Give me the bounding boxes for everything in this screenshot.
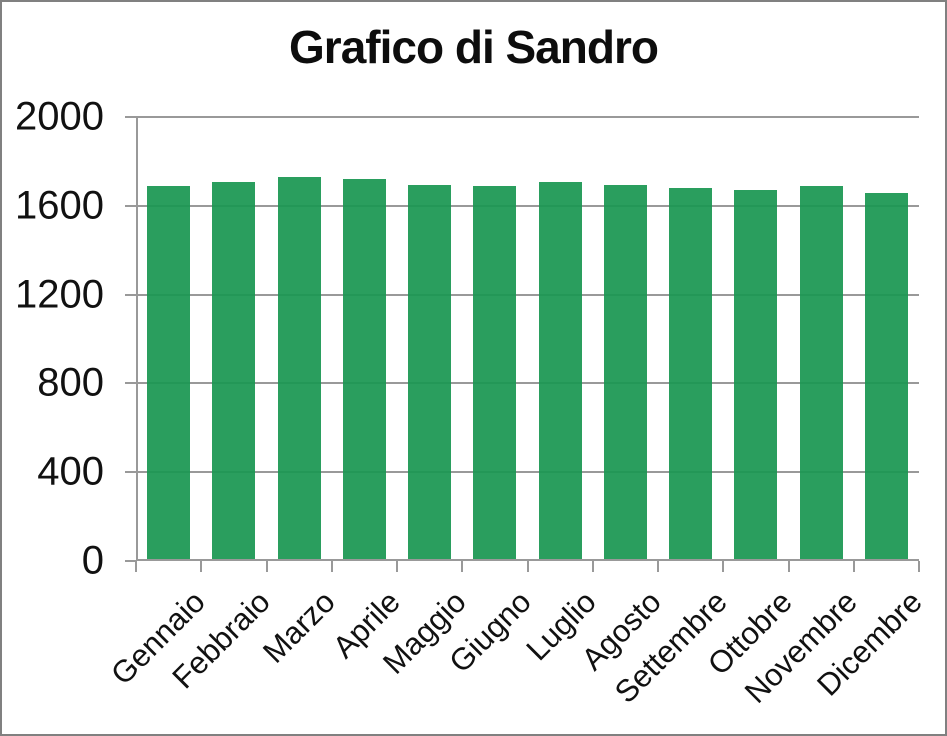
y-axis-label-800: 800 xyxy=(37,360,104,405)
bar-luglio xyxy=(538,181,582,561)
gridline-400 xyxy=(136,471,919,474)
bar-aprile xyxy=(342,178,386,561)
x-tick-6 xyxy=(526,561,529,572)
y-axis-label-1600: 1600 xyxy=(15,183,104,228)
plot-area xyxy=(125,116,920,572)
y-tick-1200 xyxy=(125,293,136,296)
x-tick-4 xyxy=(396,561,398,572)
x-tick-11 xyxy=(852,561,855,572)
x-tick-8 xyxy=(657,561,659,572)
x-tick-2 xyxy=(265,561,268,572)
gridline-800 xyxy=(136,382,919,385)
bar-giugno xyxy=(473,186,517,561)
x-tick-1 xyxy=(200,561,203,572)
y-axis-line xyxy=(136,117,138,561)
gridline-1200 xyxy=(136,293,919,296)
bar-dicembre xyxy=(864,192,908,561)
x-tick-3 xyxy=(330,561,333,572)
x-tick-9 xyxy=(722,561,725,572)
bar-agosto xyxy=(603,184,647,561)
x-tick-12 xyxy=(918,561,920,572)
x-tick-0 xyxy=(135,561,137,572)
gridline-1600 xyxy=(136,204,919,207)
x-tick-5 xyxy=(461,561,464,572)
bar-novembre xyxy=(799,185,843,561)
y-axis-label-400: 400 xyxy=(37,449,104,494)
y-tick-800 xyxy=(125,382,136,385)
y-axis-label-1200: 1200 xyxy=(15,272,104,317)
x-axis-line xyxy=(136,559,919,561)
bar-ottobre xyxy=(734,189,778,561)
x-tick-10 xyxy=(787,561,790,572)
bar-settembre xyxy=(669,188,713,561)
y-tick-1600 xyxy=(125,204,136,207)
bar-febbraio xyxy=(212,181,256,561)
bar-gennaio xyxy=(147,185,191,561)
bar-maggio xyxy=(408,184,452,561)
y-tick-2000 xyxy=(125,116,136,118)
y-axis-labels: 0 400 800 1200 1600 2000 xyxy=(2,95,104,583)
y-tick-0 xyxy=(125,560,136,562)
chart-title: Grafico di Sandro xyxy=(289,21,659,73)
gridline-2000 xyxy=(136,116,919,118)
y-tick-400 xyxy=(125,471,136,474)
bar-marzo xyxy=(277,176,321,561)
x-tick-7 xyxy=(591,561,594,572)
y-axis-label-0: 0 xyxy=(81,538,104,583)
y-axis-label-2000: 2000 xyxy=(15,94,104,139)
